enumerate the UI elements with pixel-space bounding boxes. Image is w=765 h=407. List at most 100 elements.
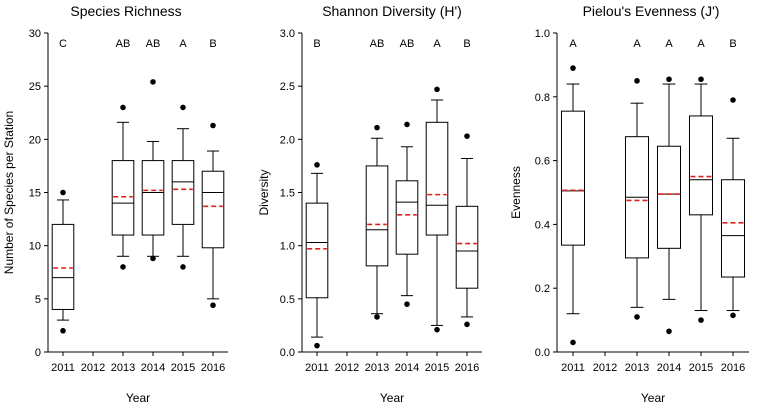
x-tick-label: 2012: [593, 362, 617, 374]
outlier-point: [314, 162, 320, 168]
y-tick-label: 2.5: [280, 81, 295, 93]
outlier-point: [210, 302, 216, 309]
x-tick-label: 2012: [335, 362, 359, 374]
x-tick-label: 2014: [141, 362, 165, 374]
outlier-point: [180, 264, 186, 270]
group-letter: AB: [370, 38, 385, 50]
y-tick-label: 0.5: [280, 294, 295, 306]
outlier-point: [180, 104, 186, 111]
y-axis-label: Diversity: [257, 169, 271, 215]
outlier-point: [210, 122, 216, 129]
box-iqr: [656, 145, 682, 249]
outlier-point: [730, 312, 736, 319]
y-tick-label: 1.5: [280, 188, 295, 200]
box-iqr: [51, 223, 75, 310]
chart-title: Species Richness: [70, 3, 181, 19]
box-iqr: [171, 160, 195, 225]
x-tick-label: 2015: [171, 362, 195, 374]
box-iqr: [688, 115, 714, 216]
group-letter: A: [697, 38, 705, 50]
y-tick-label: 0.8: [535, 92, 550, 104]
outlier-point: [464, 321, 470, 328]
x-axis-label: Year: [126, 391, 150, 405]
box-iqr: [395, 180, 419, 255]
x-tick-label: 2016: [201, 362, 225, 374]
outlier-point: [404, 121, 410, 128]
x-tick-label: 2015: [689, 362, 713, 374]
group-letter: B: [209, 38, 216, 50]
y-tick-label: 0.0: [280, 347, 295, 359]
group-letter: B: [463, 38, 470, 50]
y-tick-label: 30: [29, 28, 41, 40]
x-tick-label: 2015: [425, 362, 449, 374]
outlier-point: [434, 86, 440, 93]
x-axis-label: Year: [641, 391, 665, 405]
chart-title: Pielou's Evenness (J'): [583, 3, 720, 19]
y-tick-label: 1.0: [535, 28, 550, 40]
y-axis-label: Evenness: [509, 166, 523, 219]
y-tick-label: 10: [29, 241, 41, 253]
x-axis-label: Year: [380, 391, 404, 405]
outlier-point: [60, 189, 66, 196]
outlier-point: [730, 97, 736, 103]
outlier-point: [464, 133, 470, 139]
group-letter: A: [179, 38, 187, 50]
outlier-point: [404, 301, 410, 307]
outlier-point: [666, 328, 672, 335]
y-tick-label: 0: [35, 347, 41, 359]
x-tick-label: 2016: [455, 362, 479, 374]
outlier-point: [120, 104, 126, 111]
box-iqr: [141, 160, 165, 236]
box-iqr: [365, 165, 389, 267]
box-iqr: [305, 202, 329, 299]
box-iqr: [425, 121, 449, 236]
outlier-point: [150, 79, 156, 85]
group-letter: AB: [116, 38, 131, 50]
group-letter: C: [59, 38, 67, 50]
y-tick-label: 15: [29, 188, 41, 200]
outlier-point: [374, 124, 380, 131]
outlier-point: [314, 342, 320, 349]
outlier-point: [570, 339, 576, 346]
x-tick-label: 2013: [365, 362, 389, 374]
y-tick-label: 20: [29, 134, 41, 146]
y-axis-label: Number of Species per Station: [2, 111, 16, 274]
outlier-point: [570, 65, 576, 71]
outlier-point: [374, 314, 380, 320]
box-iqr: [201, 170, 225, 249]
box-iqr: [560, 110, 586, 246]
outlier-point: [698, 317, 704, 323]
y-tick-label: 5: [35, 294, 41, 306]
outlier-point: [60, 327, 66, 334]
y-tick-label: 0.2: [535, 283, 550, 295]
box-iqr: [720, 179, 746, 278]
x-tick-label: 2014: [395, 362, 419, 374]
y-tick-label: 0.0: [535, 347, 550, 359]
outlier-point: [434, 326, 440, 333]
outlier-point: [666, 76, 672, 83]
outlier-point: [634, 78, 640, 84]
outlier-point: [150, 255, 156, 262]
y-tick-label: 0.4: [535, 219, 550, 231]
x-tick-label: 2012: [81, 362, 105, 374]
x-tick-label: 2013: [111, 362, 135, 374]
group-letter: A: [633, 38, 641, 50]
group-letter: B: [313, 38, 320, 50]
group-letter: A: [569, 38, 577, 50]
box-iqr: [111, 160, 135, 236]
group-letter: AB: [146, 38, 161, 50]
group-letter: A: [433, 38, 441, 50]
chart-title: Shannon Diversity (H'): [322, 3, 462, 19]
y-tick-label: 3.0: [280, 28, 295, 40]
y-tick-label: 1.0: [280, 241, 295, 253]
y-tick-label: 0.6: [535, 156, 550, 168]
x-tick-label: 2011: [51, 362, 75, 374]
group-letter: B: [729, 38, 736, 50]
box-iqr: [455, 205, 479, 289]
y-tick-label: 25: [29, 81, 41, 93]
group-letter: AB: [400, 38, 415, 50]
group-letter: A: [665, 38, 673, 50]
outlier-point: [634, 314, 640, 320]
